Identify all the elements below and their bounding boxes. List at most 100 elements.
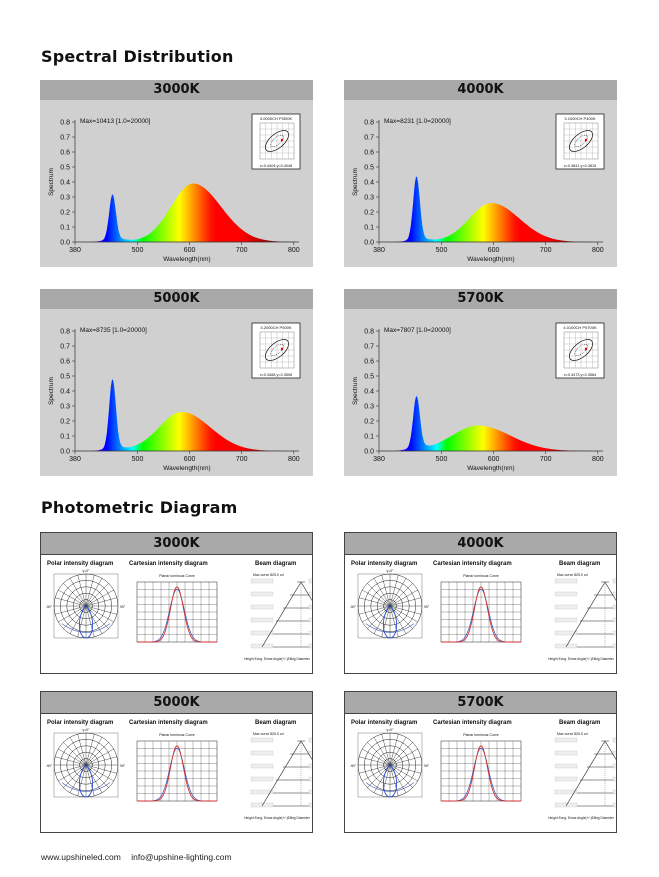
beam-height-tag — [250, 643, 274, 649]
x-tick-label: 500 — [436, 456, 448, 463]
macadam-ellipse-inner — [270, 134, 284, 148]
beam-diameter-tag — [308, 578, 312, 584]
cartesian-title: Cartesian intensity diagram — [433, 561, 512, 567]
x-axis-label: Wavelength(nm) — [163, 465, 210, 472]
beam-height-tag — [250, 750, 274, 756]
polar-left-label: -90° — [350, 605, 357, 609]
spectrum-curve — [88, 183, 297, 242]
photometric-diagrams: Polar intensity diagram Cartesian intensi… — [350, 720, 616, 820]
x-tick-label: 800 — [288, 456, 300, 463]
polar-curve-outer — [61, 623, 111, 633]
website-link[interactable]: www.upshineled.com — [41, 852, 121, 862]
spectral-heading: Spectral Distribution — [41, 47, 234, 66]
x-tick-label: 380 — [373, 247, 385, 254]
macadam-ellipse-inner — [574, 343, 588, 357]
beam-height-tag — [250, 789, 274, 795]
x-tick-label: 700 — [540, 456, 552, 463]
chromaticity-point — [584, 347, 588, 351]
beam-footer: Height Ecng. Emax Angle(+/-)Ellkig Diame… — [548, 657, 615, 661]
beam-diameter-tag — [308, 604, 312, 610]
macadam-ellipse-inner — [270, 343, 284, 357]
polar-curve-outer — [365, 782, 415, 792]
beam-diameter-tag — [308, 776, 312, 782]
beam-top-label: Max curve 825.0 cd — [253, 573, 284, 577]
photometric-panel-3000k: 3000K Polar intensity diagram Cartesian i… — [40, 532, 313, 674]
beam-diameter-tag — [612, 578, 616, 584]
cartesian-subtitle: Planar luminous Curve — [159, 733, 194, 737]
beam-edge-left — [261, 581, 302, 648]
beam-height-tag — [250, 591, 274, 597]
polar-top-label: γ=0° — [82, 569, 90, 573]
beam-edge-left — [565, 581, 606, 648]
polar-right-label: 90° — [120, 605, 126, 609]
beam-height-tag — [554, 643, 578, 649]
x-tick-label: 380 — [69, 456, 81, 463]
beam-title: Beam diagram — [255, 720, 296, 726]
inset-title: 4.0100CH P5700K — [563, 325, 597, 330]
spectrum-panel-title: 3000K — [40, 80, 313, 100]
beam-footer: Height Ecng. Emax Angle(+/-)Ellkig Diame… — [548, 816, 615, 820]
inset-coordinates: x=0.3468 y=0.3506 — [260, 373, 293, 377]
x-tick-label: 600 — [184, 456, 196, 463]
beam-edge-left — [261, 740, 302, 807]
beam-diameter-tag — [612, 604, 616, 610]
inset-title: 3.1000CH P400K — [564, 116, 595, 121]
cartesian-curve-c0 — [441, 745, 521, 802]
polar-top-label: γ=0° — [82, 728, 90, 732]
polar-left-label: -90° — [46, 605, 53, 609]
beam-title: Beam diagram — [559, 720, 600, 726]
cartesian-curve-c0 — [441, 586, 521, 643]
beam-height-tag — [250, 630, 274, 636]
beam-footer: Height Ecng. Emax Angle(+/-)Ellkig Diame… — [244, 816, 311, 820]
y-tick-label: 0.8 — [364, 329, 374, 336]
beam-height-tag — [250, 802, 274, 808]
macadam-ellipse-inner — [574, 134, 588, 148]
macadam-ellipse — [569, 130, 593, 152]
chromaticity-inset — [251, 113, 301, 170]
x-tick-label: 380 — [373, 456, 385, 463]
beam-height-tag — [250, 617, 274, 623]
max-label: Max=8735 [1.0=20000] — [80, 327, 147, 334]
chromaticity-inset — [555, 113, 605, 170]
polar-right-label: 90° — [120, 764, 126, 768]
y-tick-label: 0.1 — [60, 434, 70, 441]
y-axis-label: Spectrum — [352, 168, 359, 196]
polar-title: Polar intensity diagram — [351, 720, 417, 726]
beam-diameter-tag — [612, 643, 616, 649]
polar-title: Polar intensity diagram — [47, 720, 113, 726]
chromaticity-inset — [555, 322, 605, 379]
inset-coordinates: x=0.3473 y=0.3584 — [564, 373, 597, 377]
y-tick-label: 0.4 — [364, 389, 374, 396]
polar-curve — [78, 764, 94, 798]
cartesian-curve-c0 — [137, 745, 217, 802]
polar-top-label: γ=0° — [386, 728, 394, 732]
beam-diameter-tag — [308, 802, 312, 808]
beam-height-tag — [554, 763, 578, 769]
x-axis-label: Wavelength(nm) — [467, 256, 514, 263]
photometric-panel-title: 3000K — [41, 533, 312, 555]
macadam-ellipse — [265, 339, 289, 361]
spectrum-panel-title: 5700K — [344, 289, 617, 309]
polar-left-label: -90° — [46, 764, 53, 768]
y-tick-label: 0.0 — [364, 240, 374, 247]
x-tick-label: 500 — [436, 247, 448, 254]
beam-diameter-tag — [308, 763, 312, 769]
footer: www.upshineled.com info@upshine-lighting… — [41, 852, 240, 862]
x-tick-label: 700 — [540, 247, 552, 254]
polar-curve-outer — [365, 623, 415, 633]
y-tick-label: 0.6 — [364, 359, 374, 366]
spectrum-panel-5700k: 5700K 0.8 0.7 0.6 0.5 0.4 0.3 0.2 0.1 0.0 380 500 6… — [344, 289, 617, 476]
photometric-diagrams: Polar intensity diagram Cartesian intensi… — [350, 561, 616, 661]
photometric-panel-5000k: 5000K Polar intensity diagram Cartesian i… — [40, 691, 313, 833]
y-tick-label: 0.8 — [60, 329, 70, 336]
cartesian-title: Cartesian intensity diagram — [129, 561, 208, 567]
beam-diameter-tag — [612, 763, 616, 769]
email-link[interactable]: info@upshine-lighting.com — [131, 852, 232, 862]
x-tick-label: 600 — [184, 247, 196, 254]
y-tick-label: 0.4 — [60, 180, 70, 187]
photometric-panel-title: 5700K — [345, 692, 616, 714]
inset-coordinates: x=0.4404 y=0.4048 — [260, 164, 293, 168]
